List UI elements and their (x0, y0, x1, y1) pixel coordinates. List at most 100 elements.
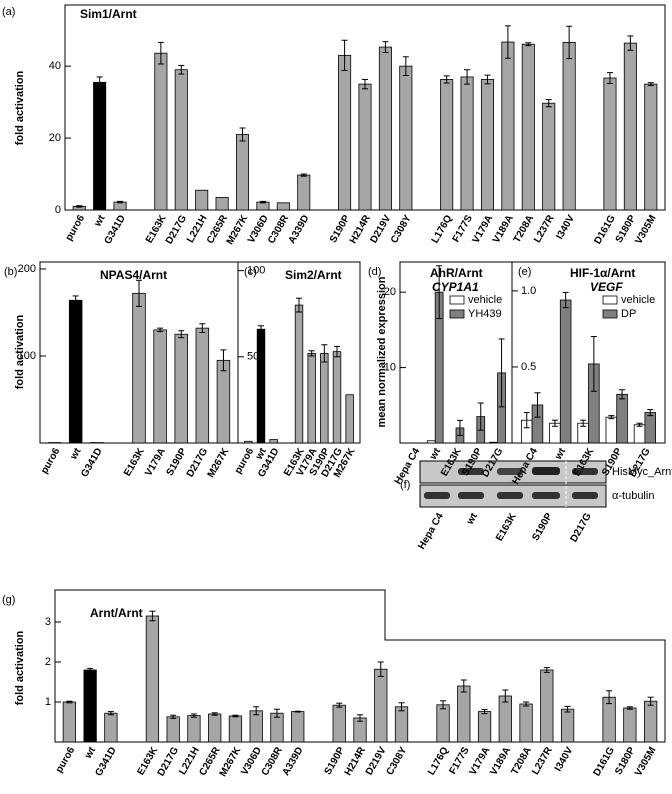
x-tick-label: M267K (225, 213, 251, 247)
bar (291, 711, 305, 743)
bar (145, 615, 160, 743)
bar (104, 712, 118, 743)
x-tick-label: puro6 (64, 213, 88, 243)
bar (605, 416, 618, 444)
blot-lane-label: D217G (569, 511, 594, 544)
y-axis-label: fold activation (14, 314, 26, 389)
blot-band (497, 468, 523, 475)
panel-label: (e) (518, 266, 531, 278)
chart-title: NPAS4/Arnt (100, 268, 167, 282)
bar (297, 174, 311, 211)
y-tick-label: 2 (45, 656, 51, 668)
x-tick-label: L237R (530, 745, 555, 777)
bar (269, 439, 278, 444)
bar (457, 685, 471, 743)
bar (542, 102, 556, 211)
y-tick-label: 200 (18, 263, 36, 275)
bar (174, 333, 188, 444)
y-tick-label: 20 (49, 132, 61, 144)
bar (195, 327, 210, 444)
y-tick-label: 3 (45, 616, 51, 628)
chart-title: Sim1/Arnt (80, 7, 137, 21)
chart-subtitle: VEGF (590, 280, 623, 294)
bar (559, 299, 572, 444)
x-tick-label: wt (428, 446, 444, 463)
bar (228, 715, 243, 743)
bar (603, 77, 617, 211)
blot-band (458, 468, 484, 475)
x-tick-label: L176Q (426, 745, 451, 777)
bar (374, 668, 388, 743)
y-tick-label: 1.0 (521, 285, 536, 297)
x-tick-label: wt (553, 446, 569, 463)
bar (345, 394, 354, 444)
x-tick-label: D161G (592, 745, 617, 778)
x-tick-label: puro6 (233, 446, 257, 476)
bar (394, 706, 409, 743)
chart-title: HIF-1α/Arnt (570, 266, 635, 280)
y-axis-label: fold activation (14, 70, 26, 145)
bar (498, 695, 512, 743)
panel-label: (a) (2, 6, 15, 18)
bar (477, 711, 492, 743)
bar (643, 700, 658, 743)
panel-label: (g) (2, 594, 15, 606)
bar (154, 52, 168, 211)
bar (166, 716, 180, 743)
x-tick-label: D217G (156, 745, 181, 778)
bar (132, 292, 146, 444)
bar (235, 134, 250, 211)
x-tick-label: A339D (287, 213, 312, 245)
bar (480, 79, 495, 211)
bar (332, 704, 346, 743)
bar (399, 65, 413, 211)
y-tick-label: 20 (384, 286, 396, 298)
chart-title: AhR/Arnt (430, 266, 483, 280)
x-tick-label: wt (82, 745, 98, 762)
x-tick-label: puro6 (54, 745, 78, 775)
bar (489, 441, 499, 444)
x-tick-label: V179A (143, 446, 168, 478)
x-tick-label: puro6 (39, 446, 63, 476)
bar (519, 703, 533, 743)
bar (440, 79, 454, 211)
y-axis-label: fold activation (14, 630, 26, 705)
x-tick-label: C308Y (389, 213, 414, 245)
x-tick-label: C308Y (385, 745, 410, 777)
legend-label: DP (621, 308, 636, 320)
legend-swatch (602, 309, 618, 319)
bar (540, 669, 554, 743)
bar (358, 83, 372, 211)
bar (249, 710, 263, 743)
x-tick-label: wt (68, 446, 84, 463)
bar (633, 424, 646, 444)
bar (623, 707, 637, 743)
legend-label: YH439 (468, 308, 502, 320)
bar (215, 197, 229, 211)
blot-lane-label: S190P (530, 511, 555, 543)
blot-lane-label: Hepa C4 (416, 511, 446, 552)
blot-band (458, 492, 484, 499)
bar (616, 393, 628, 444)
x-tick-label: L237R (532, 213, 557, 245)
x-tick-label: V189A (488, 745, 513, 777)
blot-band (532, 467, 560, 475)
legend-swatch (449, 295, 465, 305)
y-tick-label: 0.5 (521, 361, 536, 373)
x-tick-label: I340V (553, 745, 576, 773)
bar (521, 43, 535, 211)
blot-band (572, 492, 598, 499)
bar (244, 440, 253, 444)
panel-label: (b) (4, 266, 17, 278)
bar (644, 412, 657, 444)
bar (294, 304, 304, 444)
bar (320, 352, 329, 444)
plot-frame (54, 589, 666, 743)
bar (378, 46, 392, 211)
y-tick-label: 1 (45, 696, 51, 708)
x-tick-label: I340V (554, 213, 577, 241)
blot (419, 460, 607, 508)
blot-band (497, 492, 523, 499)
legend-swatch (449, 309, 465, 319)
